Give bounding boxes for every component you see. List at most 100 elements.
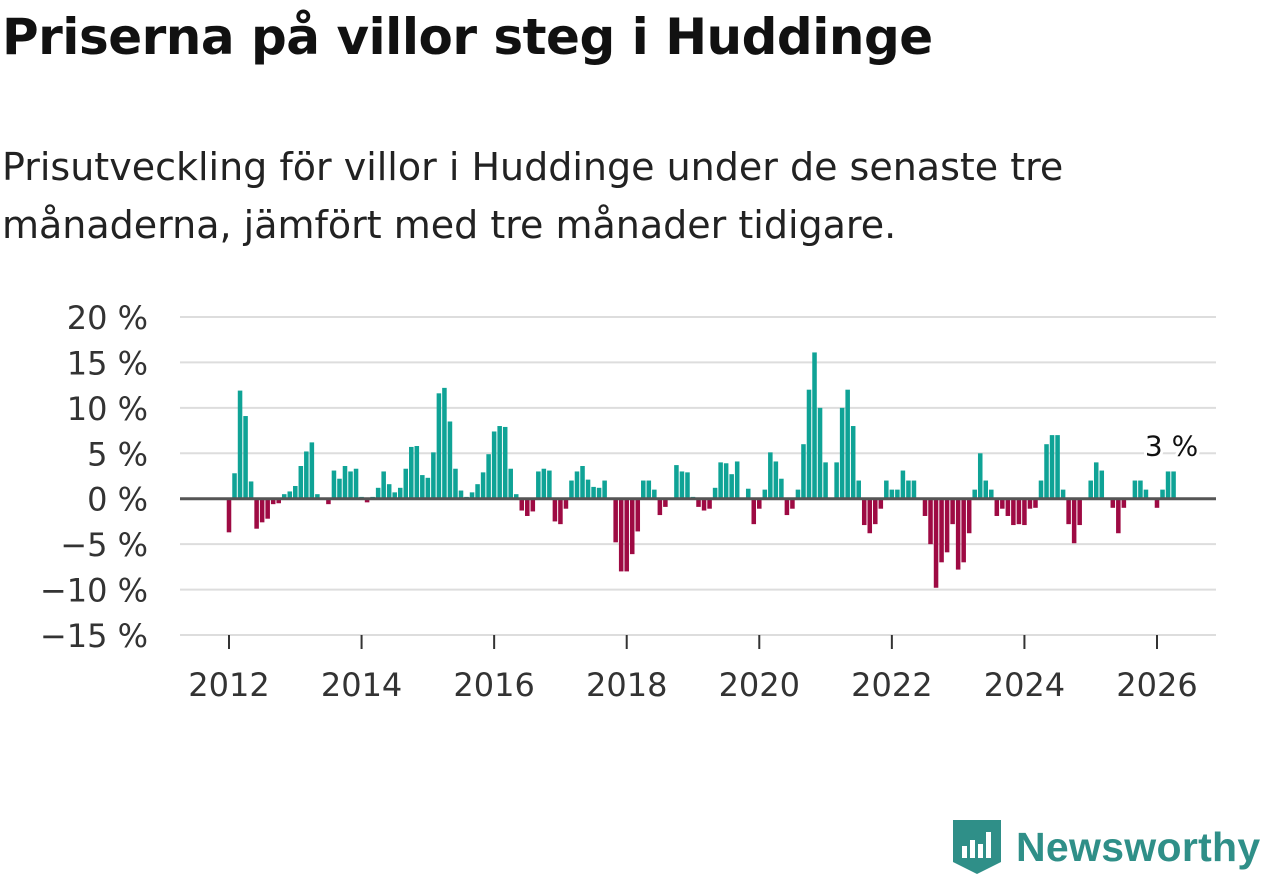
y-tick-label: 5 % <box>87 435 148 473</box>
bar <box>243 416 248 499</box>
bar <box>845 389 850 499</box>
bar <box>900 470 906 499</box>
bar <box>641 480 646 499</box>
bar <box>663 498 668 507</box>
grid-lines <box>180 316 1216 636</box>
bar <box>873 498 878 525</box>
bar <box>226 498 232 533</box>
bar <box>1138 480 1143 499</box>
bar <box>939 498 944 563</box>
bar <box>817 407 823 499</box>
bar <box>453 468 458 499</box>
bar <box>1016 498 1022 525</box>
bar <box>629 498 635 555</box>
bar <box>679 471 685 499</box>
bar <box>1088 480 1093 499</box>
bar <box>1143 489 1149 499</box>
bar <box>602 480 607 499</box>
bar <box>530 498 536 512</box>
bar <box>977 453 983 499</box>
bar <box>298 466 304 499</box>
bar <box>983 480 989 499</box>
bar-series <box>226 352 1176 588</box>
x-tick-label: 2026 <box>1116 666 1197 700</box>
bar <box>342 466 348 499</box>
bar <box>502 426 508 499</box>
bar <box>265 498 270 519</box>
x-tick-label: 2020 <box>719 666 800 700</box>
bar <box>486 454 491 499</box>
x-tick-label: 2018 <box>586 666 667 700</box>
bar <box>425 477 431 499</box>
bar <box>232 473 237 499</box>
y-tick-label: −15 % <box>40 617 148 655</box>
bar <box>1093 462 1099 499</box>
bar <box>779 478 784 499</box>
bar <box>1171 471 1176 499</box>
bar <box>850 426 856 499</box>
bar <box>1000 498 1005 509</box>
bar <box>563 498 569 509</box>
bar <box>1121 498 1127 508</box>
bar <box>966 498 972 534</box>
bar <box>480 472 486 499</box>
bar <box>856 480 861 499</box>
bar <box>1066 498 1071 525</box>
bar <box>1033 498 1038 508</box>
bar <box>1055 435 1060 499</box>
bar <box>994 498 1000 516</box>
bar <box>525 498 530 516</box>
bar <box>1071 498 1077 544</box>
bar <box>784 498 790 516</box>
bar <box>552 498 558 522</box>
bar <box>729 474 734 499</box>
bar <box>1038 480 1044 499</box>
bar <box>839 407 845 499</box>
bar <box>757 498 762 509</box>
bar <box>309 442 315 499</box>
bar <box>259 498 265 523</box>
bar <box>823 462 828 499</box>
bar <box>447 421 453 499</box>
bar <box>585 479 591 499</box>
bar <box>1132 480 1138 499</box>
bar <box>591 486 596 499</box>
bar <box>403 468 409 499</box>
bar <box>989 489 994 499</box>
bar <box>773 461 779 499</box>
brand-logo: Newsworthy <box>950 818 1261 876</box>
bar <box>558 498 563 525</box>
x-tick-label: 2012 <box>188 666 269 700</box>
bar <box>596 487 602 499</box>
bar <box>348 471 353 499</box>
bar <box>1044 444 1049 499</box>
bar <box>884 480 889 499</box>
bar <box>392 492 397 499</box>
bar <box>718 462 723 499</box>
bar <box>657 498 663 516</box>
bar <box>878 498 884 509</box>
bar <box>712 487 718 499</box>
bar <box>1060 489 1066 499</box>
bar <box>337 478 342 499</box>
bar <box>519 498 525 511</box>
y-tick-label: −10 % <box>40 572 148 610</box>
bar <box>497 426 502 499</box>
bar <box>1005 498 1011 516</box>
bar <box>475 484 480 499</box>
x-tick-label: 2024 <box>984 666 1065 700</box>
bar <box>547 470 552 499</box>
bar <box>331 470 337 499</box>
bar <box>1165 471 1171 499</box>
bar <box>955 498 961 570</box>
y-tick-label: 20 % <box>67 299 148 337</box>
bar <box>618 498 624 572</box>
y-axis: 20 % 15 % 10 % 5 % 0 % −5 % −10 % −15 % <box>40 299 148 655</box>
bar <box>326 498 331 505</box>
bar <box>928 498 933 545</box>
bar <box>922 498 928 516</box>
bar <box>624 498 629 572</box>
bar <box>569 480 574 499</box>
bar <box>762 489 768 499</box>
bar <box>613 498 618 543</box>
